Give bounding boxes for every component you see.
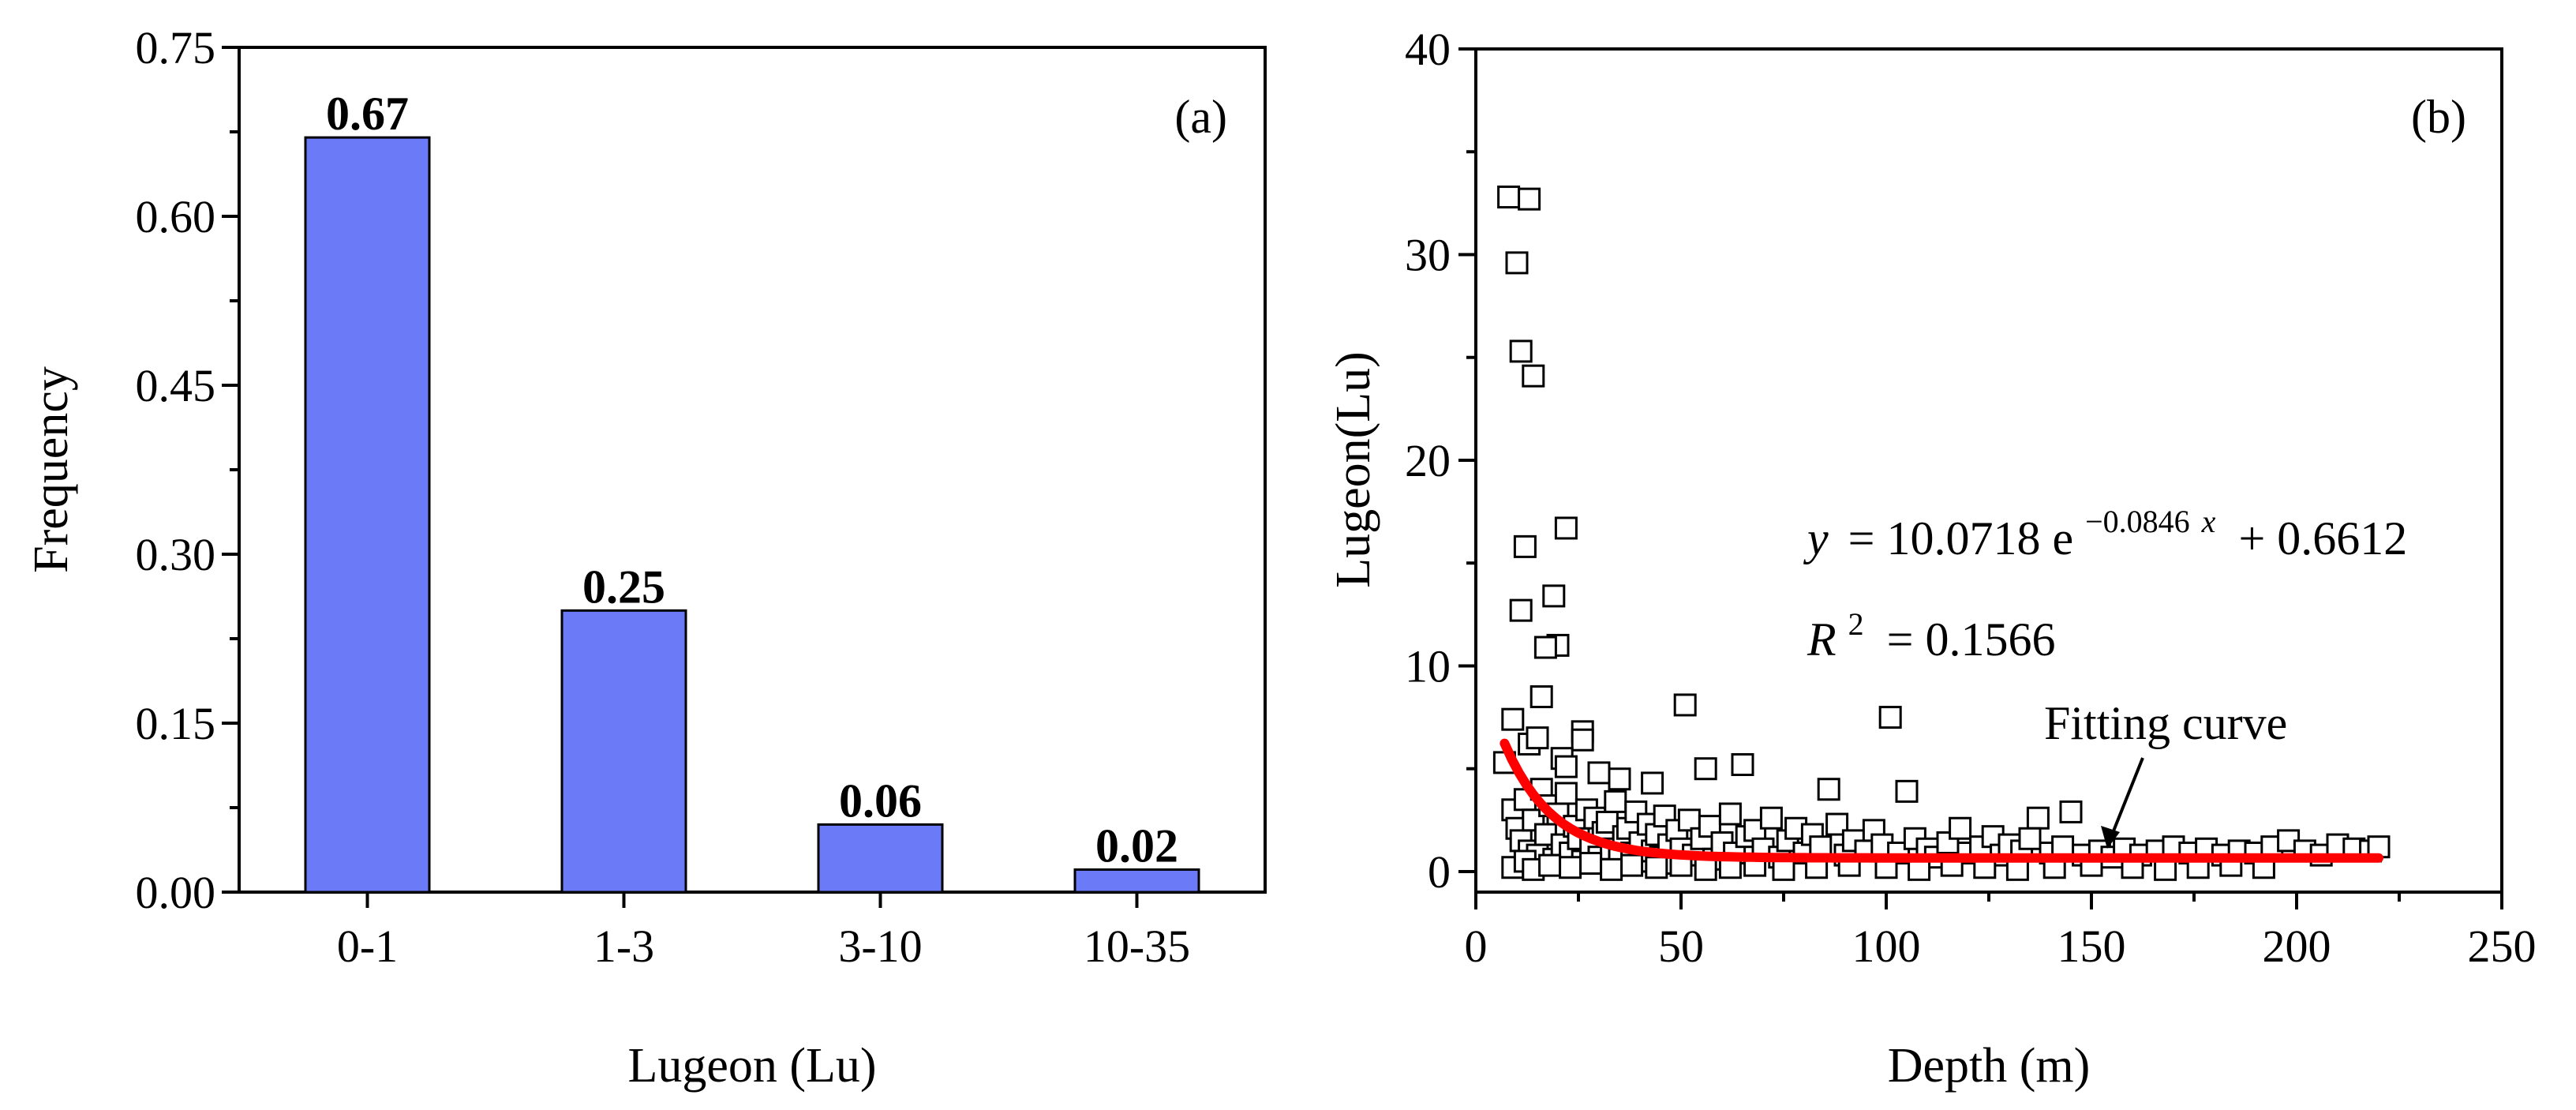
scatter-point [1608, 767, 1631, 791]
eq-tail: + 0.6612 [2238, 512, 2407, 564]
bar-3-10 [817, 823, 944, 894]
panel-a-label: (a) [1174, 91, 1227, 143]
scatter-point [1518, 187, 1541, 211]
scatter-point [1509, 598, 1533, 622]
r-squared: R 2 = 0.1566 [1807, 593, 2056, 666]
y-tick-label: 0.30 [136, 529, 216, 580]
scatter-point [1817, 778, 1840, 801]
y-tick-label: 0.45 [136, 360, 216, 411]
eq-exponent: −0.0846 [2085, 504, 2190, 539]
scatter-point [1731, 752, 1754, 776]
x-tick-label: 3-10 [838, 921, 922, 972]
scatter-point [1505, 251, 1529, 275]
bar-value-label: 0.25 [582, 561, 665, 613]
scatter-point [1554, 516, 1578, 540]
scatter-point [1554, 755, 1578, 778]
scatter-point [1501, 707, 1525, 731]
eq-exponent-x: x [2201, 504, 2216, 539]
scatter-point [1559, 856, 1582, 879]
scatter-point [1522, 364, 1545, 388]
bar-10-35 [1073, 868, 1200, 894]
bar-1-3 [560, 609, 687, 894]
scatter-point [1542, 584, 1566, 608]
scatter-point [1604, 789, 1627, 813]
scatter-point [1509, 339, 1533, 363]
y-tick-label: 40 [1405, 24, 1451, 75]
scatter-point [1878, 706, 1902, 729]
x-tick-label: 200 [2263, 921, 2331, 972]
y-tick-label: 0.60 [136, 191, 216, 242]
scatter-point [1673, 693, 1697, 717]
scatter-point [1718, 802, 1742, 826]
y-tick-label: 0.15 [136, 698, 216, 749]
bar-0-1 [304, 136, 431, 894]
scatter-point [2026, 806, 2050, 830]
bar-value-label: 0.67 [326, 88, 409, 140]
r2-rest: = 0.1566 [1887, 613, 2056, 666]
x-tick-label: 250 [2468, 921, 2537, 972]
scatter-point [1825, 812, 1849, 836]
scatter-point [1641, 771, 1664, 795]
scatter-point [1554, 782, 1578, 805]
bar-value-label: 0.02 [1095, 819, 1178, 872]
scatter-point [1526, 726, 1549, 750]
r2-sup: 2 [1848, 606, 1864, 642]
x-tick-label: 0 [1465, 921, 1488, 972]
r2-R: R [1807, 613, 1837, 666]
scatter-point [1620, 853, 1644, 877]
scatter-point [1694, 757, 1717, 781]
eq-body: = 10.0718 e [1848, 512, 2073, 564]
scatter-point [1600, 857, 1623, 881]
scatter-point [1533, 636, 1557, 659]
scatter-point [1694, 857, 1717, 881]
scatter-point [1587, 761, 1611, 785]
scatter-point [1497, 186, 1521, 209]
panel-b-plot-frame [1474, 47, 2503, 894]
x-tick-label: 10-35 [1084, 921, 1190, 972]
scatter-point [2018, 827, 2042, 850]
y-tick-label: 0 [1428, 846, 1451, 898]
scatter-point [1571, 728, 1594, 752]
scatter-point [1538, 853, 1562, 877]
y-tick-label: 10 [1405, 640, 1451, 692]
fitting-curve-line [1500, 738, 2383, 863]
x-tick-label: 150 [2057, 921, 2126, 972]
y-tick-label: 20 [1405, 435, 1451, 486]
y-tick-label: 30 [1405, 229, 1451, 280]
scatter-point [1759, 806, 1783, 830]
scatter-point [1579, 852, 1603, 876]
y-tick-label: 0.75 [136, 22, 216, 73]
scatter-point [1895, 779, 1919, 803]
panel-b-xlabel: Depth (m) [1888, 1039, 2091, 1093]
panel-b-ylabel: Lugeon(Lu) [1327, 351, 1380, 588]
scatter-point [1949, 816, 1972, 840]
panel-a-ylabel: Frequency [24, 366, 78, 573]
fitting-curve-annotation: Fitting curve [2044, 697, 2287, 749]
x-tick-label: 1-3 [593, 921, 654, 972]
x-tick-label: 0-1 [337, 921, 398, 972]
scatter-point [1645, 856, 1668, 879]
panel-a-bar-chart: 0.67 0.25 0.06 0.02 0.00 0.15 0.30 0.45 0.60 0.7… [24, 22, 1267, 1093]
panel-b-label: (b) [2411, 91, 2466, 143]
scatter-point [1513, 534, 1537, 558]
y-tick-label: 0.00 [136, 867, 216, 918]
annotation-arrowhead [2101, 826, 2120, 849]
x-tick-label: 100 [1852, 921, 1921, 972]
eq-y: y [1803, 512, 1829, 564]
bar-value-label: 0.06 [839, 774, 922, 827]
scatter-point [2059, 800, 2083, 823]
x-tick-label: 50 [1658, 921, 1704, 972]
annotation-arrow-line [2110, 757, 2144, 838]
scatter-point [1530, 685, 1553, 709]
fit-equation: y = 10.0718 e −0.0846 x + 0.6612 [1803, 490, 2407, 564]
panel-a-xlabel: Lugeon (Lu) [627, 1039, 876, 1093]
